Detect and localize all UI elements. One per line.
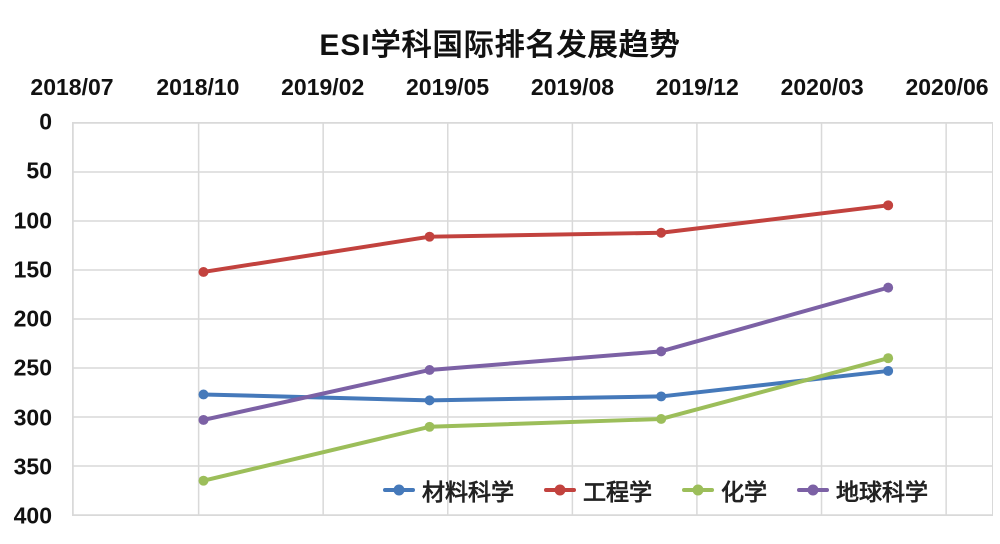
legend-line-marker-icon (797, 484, 829, 496)
y-tick-label: 400 (13, 502, 52, 529)
x-tick-label: 2019/02 (281, 74, 365, 100)
series-line-地球科学 (201, 285, 891, 422)
data-point-marker (424, 421, 435, 432)
legend: 材料科学 工程学 化学 地球科学 (383, 473, 928, 507)
data-point-marker (424, 231, 435, 242)
legend-dot-icon (692, 484, 704, 496)
x-tick-label: 2019/05 (406, 74, 490, 100)
data-point-marker (198, 266, 209, 277)
data-point-marker (883, 282, 894, 293)
x-tick-label: 2018/07 (30, 74, 114, 100)
legend-item-化学: 化学 (682, 473, 767, 507)
data-point-marker (656, 391, 667, 402)
legend-dot-icon (554, 484, 566, 496)
data-point-marker (883, 365, 894, 376)
y-tick-label: 250 (13, 354, 52, 381)
x-tick-label: 2019/12 (655, 74, 739, 100)
x-tick-label: 2019/08 (530, 74, 615, 100)
data-point-marker (198, 414, 209, 425)
legend-label: 地球科学 (836, 479, 928, 505)
legend-item-地球科学: 地球科学 (797, 473, 928, 507)
legend-label: 工程学 (583, 479, 652, 505)
legend-label: 化学 (721, 479, 767, 505)
series-line-材料科学 (201, 368, 891, 403)
data-point-marker (656, 227, 667, 238)
data-point-marker (424, 364, 435, 375)
legend-dot-icon (807, 484, 819, 496)
chart-title: ESI学科国际排名发展趋势 (319, 29, 681, 62)
x-tick-label: 2018/10 (156, 74, 240, 100)
y-tick-label: 50 (26, 157, 52, 184)
legend-label: 材料科学 (422, 479, 514, 505)
y-tick-label: 100 (13, 207, 52, 233)
legend-item-材料科学: 材料科学 (383, 473, 514, 507)
y-tick-label: 0 (39, 108, 52, 135)
plot-area: 材料科学 工程学 化学 地球科学 (72, 122, 993, 516)
chart-canvas (72, 122, 992, 516)
legend-item-工程学: 工程学 (544, 473, 652, 507)
data-point-marker (198, 389, 209, 400)
data-point-marker (656, 346, 667, 357)
series-line-工程学 (201, 203, 891, 274)
legend-dot-icon (393, 484, 405, 496)
x-tick-label: 2020/06 (905, 74, 989, 100)
data-point-marker (424, 395, 435, 406)
y-tick-label: 150 (13, 256, 52, 283)
series-line-化学 (201, 356, 891, 483)
y-tick-label: 300 (13, 404, 52, 430)
x-tick-label: 2020/03 (780, 74, 864, 100)
data-point-marker (883, 200, 894, 211)
data-point-marker (883, 353, 894, 364)
data-point-marker (656, 413, 667, 424)
y-tick-label: 350 (13, 453, 52, 480)
legend-line-marker-icon (383, 484, 415, 496)
y-tick-label: 200 (13, 305, 52, 332)
legend-line-marker-icon (682, 484, 714, 496)
data-point-marker (198, 475, 209, 486)
legend-line-marker-icon (544, 484, 576, 496)
